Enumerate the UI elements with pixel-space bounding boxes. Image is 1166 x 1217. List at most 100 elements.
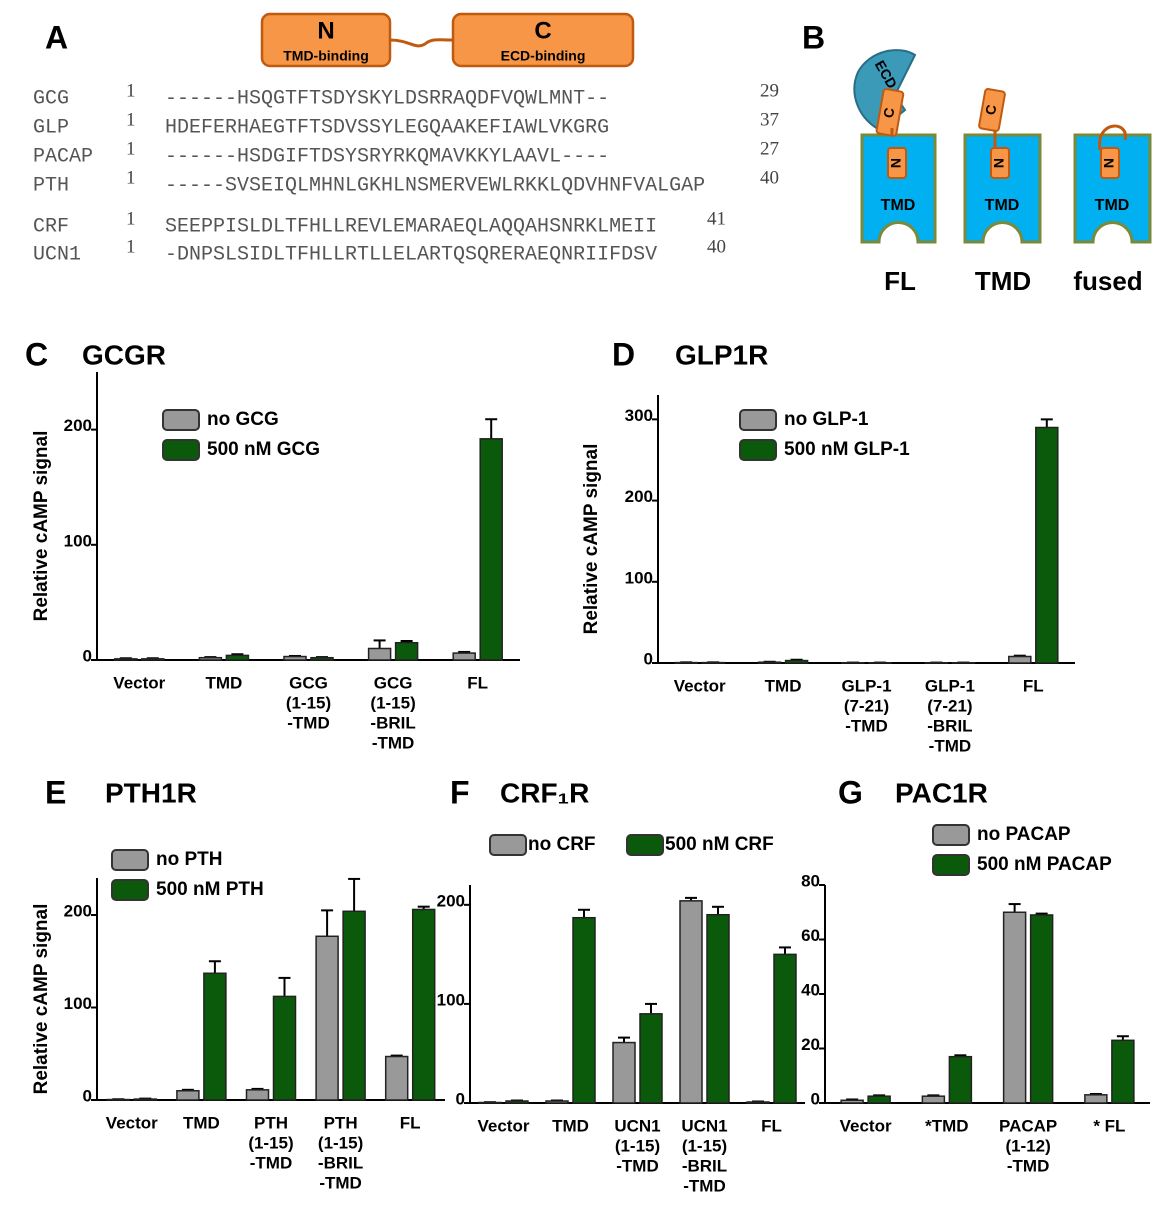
x-tick-label: Vector [674,676,726,695]
legend-swatch [626,834,664,856]
bar [176,1090,200,1101]
x-tick-label: Vector [840,1116,892,1135]
legend-label: no PTH [156,849,223,870]
y-tick-label: 100 [64,994,92,1013]
sequence: ------HSDGIFTDSYSRYRKQMAVKKYLAAVL---- [165,145,609,168]
seq-name: GLP [33,116,69,139]
x-tick-label: FL [400,1113,421,1132]
seq-end: 29 [760,80,779,101]
n-peptide [887,147,907,179]
bar [505,1100,529,1104]
x-tick-label: PTH [324,1113,358,1132]
legend-swatch [932,824,970,846]
tmd-body [1073,133,1152,244]
y-tick-label: 100 [437,990,465,1009]
c-peptide [875,88,905,137]
bar [639,1013,663,1104]
y-tick-label: 60 [801,926,820,945]
bar [706,913,730,1104]
n-peptide [990,147,1010,179]
seq-end: 41 [707,208,726,229]
x-tick-label: -TMD [250,1153,292,1172]
bar [840,1099,864,1104]
panel-letter: G [838,774,863,810]
tmd-label: TMD [881,197,916,214]
legend-label: no CRF [528,834,596,855]
seq-start: 1 [126,167,136,188]
bar [867,1095,891,1104]
legend-swatch [111,849,149,871]
bar [133,1098,158,1101]
bar [225,654,250,661]
x-tick-label: TMD [205,673,242,692]
x-tick-label: -BRIL [682,1156,727,1175]
legend-swatch [111,879,149,901]
y-tick-label: 200 [64,901,92,920]
x-tick-label: FL [1023,676,1044,695]
sequence: ------HSQGTFTSDYSKYLDSRRAQDFVQWLMNT-- [165,87,609,110]
y-tick-label: 0 [811,1089,820,1108]
panel-letter: C [25,336,48,372]
construct-label: fused [1073,266,1142,296]
panel-letter: F [450,774,470,810]
bar [283,655,307,661]
c-peptide [978,88,1006,132]
sequence: -----SVSEIQLMHNLGKHLNSMERVEWLRKKLQDVHNFV… [165,174,705,197]
bar [452,652,476,661]
x-tick-label: Vector [106,1113,158,1132]
x-tick-label: -TMD [929,736,971,755]
bar [612,1041,636,1104]
bar [784,659,809,664]
x-tick-label: (7-21) [844,696,889,715]
seq-name: GCG [33,87,69,110]
construct-label: TMD [975,266,1031,296]
bar [1002,911,1027,1104]
seq-end: 27 [760,138,779,159]
y-tick-label: 300 [625,406,653,425]
y-tick-label: 0 [644,649,653,668]
c-label: C [880,106,898,119]
x-tick-label: (1-15) [286,693,331,712]
bar [1111,1039,1135,1104]
domain-sublabel: ECD-binding [501,48,586,64]
chart-title: GLP1R [675,339,768,370]
bar [315,935,339,1101]
x-tick-label: (1-15) [615,1136,660,1155]
seq-start: 1 [126,80,136,101]
y-tick-label: 20 [801,1035,820,1054]
x-tick-label: PACAP [999,1116,1057,1135]
x-tick-label: TMD [765,676,802,695]
bar [545,1100,569,1104]
legend-swatch [162,409,200,431]
bar [572,916,596,1104]
sequence: -DNPSLSIDLTFHLLRTLLELARTQSQRERAEQNRIIFDS… [165,243,657,266]
y-axis-label: Relative cAMP signal [581,444,602,635]
bar [921,1095,946,1104]
bar [1035,426,1059,664]
panel-letter: E [45,774,66,810]
linker [890,124,1127,151]
y-axis-label: Relative cAMP signal [31,904,52,1095]
bar [367,647,392,661]
x-tick-label: TMD [552,1116,589,1135]
legend-label: 500 nM GLP-1 [784,439,910,460]
x-tick-label: -TMD [616,1156,658,1175]
x-tick-label: (1-15) [318,1133,363,1152]
x-tick-label: -TMD [319,1173,361,1192]
panel-letter: B [802,19,825,55]
x-tick-label: GCG [289,673,328,692]
x-tick-label: -TMD [372,733,414,752]
panel-letter: D [612,336,635,372]
legend-swatch [932,854,970,876]
x-tick-label: Vector [113,673,165,692]
x-tick-label: * FL [1093,1116,1125,1135]
legend-swatch [162,439,200,461]
seq-end: 40 [760,167,779,188]
seq-name: PTH [33,174,69,197]
bar [394,641,419,661]
legend-swatch [739,439,777,461]
x-tick-label: Vector [478,1116,530,1135]
seq-name: CRF [33,215,69,238]
seq-end: 37 [760,109,779,130]
bar [342,910,366,1101]
